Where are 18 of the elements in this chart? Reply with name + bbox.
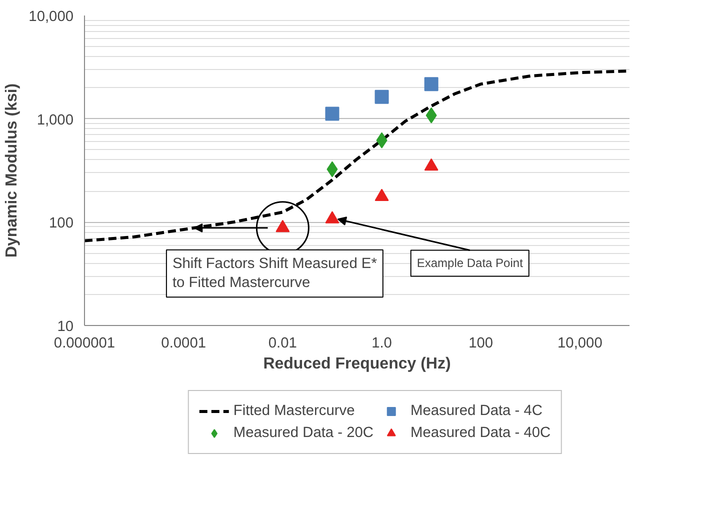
x-axis-title: Reduced Frequency (Hz) — [263, 356, 451, 372]
x-tick-label: 0.01 — [268, 336, 297, 352]
legend-label: Measured Data - 4C — [410, 403, 542, 419]
legend-label: Measured Data - 40C — [410, 425, 551, 441]
x-tick-label: 100 — [468, 336, 494, 352]
y-axis-title: Dynamic Modulus (ksi) — [4, 83, 21, 258]
y-tick-label: 10,000 — [28, 9, 74, 25]
legend-label: Fitted Mastercurve — [233, 403, 355, 419]
x-tick-label: 0.000001 — [54, 336, 116, 352]
legend-label: Measured Data - 20C — [233, 425, 374, 441]
annotation: Example Data Point — [416, 256, 524, 270]
y-tick-label: 1,000 — [36, 112, 74, 128]
y-tick-label: 100 — [49, 216, 74, 232]
x-tick-label: 0.0001 — [161, 336, 206, 352]
x-tick-label: 1.0 — [372, 336, 392, 352]
annotation: Shift Factors Shift Measured E* to Fitted Mastercurve — [172, 256, 378, 292]
x-tick-label: 10,000 — [558, 336, 602, 352]
y-tick-label: 10 — [57, 319, 74, 335]
